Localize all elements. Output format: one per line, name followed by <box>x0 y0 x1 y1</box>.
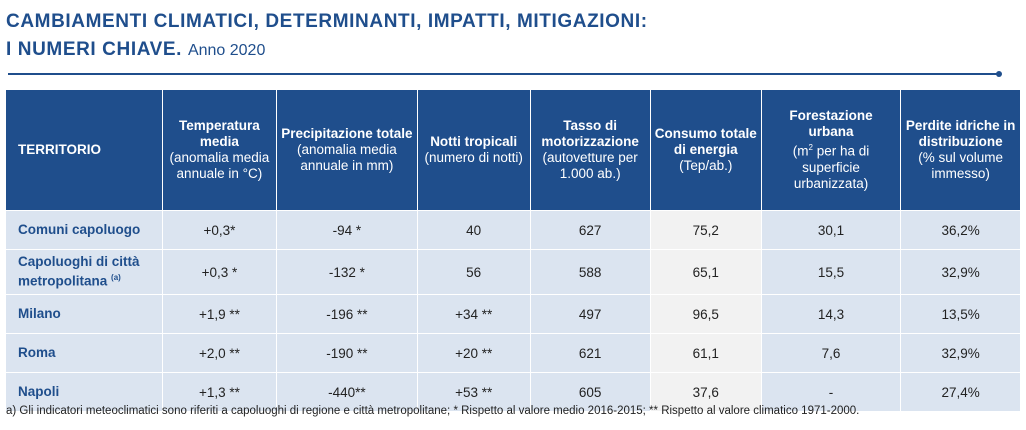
header-consumo-unit: (Tep/ab.) <box>679 158 733 173</box>
territorio-note: (a) <box>111 273 121 283</box>
header-temperatura-title: Temperatura media <box>179 118 260 149</box>
header-forestazione-unit-pre: (m <box>792 143 809 159</box>
value-cell: 621 <box>530 333 651 373</box>
table-row: Napoli +1,3 ** -440** +53 ** 605 37,6-27,4% <box>6 372 1020 411</box>
value-cell: 605 <box>530 372 651 411</box>
value-cell: 14,3 <box>761 294 902 334</box>
value-cell: +0,3 * <box>162 249 277 295</box>
header-motorizzazione: Tasso di motorizzazione (autovetture per… <box>530 90 651 211</box>
title-main: I NUMERI CHIAVE. <box>6 39 183 60</box>
header-precipitazione-title: Precipitazione totale <box>281 126 413 141</box>
value-cell: 627 <box>530 210 651 250</box>
header-notti-title: Notti tropicali <box>430 134 518 149</box>
header-precipitazione-unit: (anomalia media annuale in mm) <box>296 142 397 173</box>
value-cell: 32,9% <box>900 333 1020 373</box>
value-cell: -440** <box>276 372 418 411</box>
title-divider <box>8 71 1002 77</box>
value-cell: 30,1 <box>761 210 902 250</box>
value-cell: 61,1 <box>650 333 762 373</box>
header-notti-unit: (numero di notti) <box>424 150 523 165</box>
header-perdite-unit: (% sul volume immesso) <box>918 150 1004 181</box>
value-cell: 75,2 <box>650 210 762 250</box>
table-row: Capoluoghi di città metropolitana (a) +0,… <box>6 249 1020 295</box>
territorio-cell: Comuni capoluogo <box>6 210 163 250</box>
header-motorizzazione-title: Tasso di motorizzazione <box>541 118 639 149</box>
value-cell: -196 ** <box>276 294 418 334</box>
header-territorio-label: TERRITORIO <box>18 142 102 157</box>
value-cell: -94 * <box>276 210 418 250</box>
value-cell: +20 ** <box>417 333 531 373</box>
table-row: Roma +2,0 ** -190 ** +20 ** 621 61,1 7,6 32,9% <box>6 333 1020 373</box>
table-row: Comuni capoluogo +0,3* -94 * 40 627 75,2 30,1 3… <box>6 210 1020 250</box>
value-cell: 7,6 <box>761 333 902 373</box>
value-cell: 37,6 <box>650 372 762 411</box>
title-line-2: I NUMERI CHIAVE. Anno 2020 <box>6 36 1016 65</box>
value-cell: +1,3 ** <box>162 372 277 411</box>
header-notti-tropicali: Notti tropicali (numero di notti) <box>417 90 531 211</box>
value-cell: +2,0 ** <box>162 333 277 373</box>
territorio-cell: Milano <box>6 294 163 334</box>
footnote: a) Gli indicatori meteoclimatici sono ri… <box>6 405 860 417</box>
header-forestazione: Forestazione urbana (m2 per ha di superf… <box>761 90 902 211</box>
header-perdite-title: Perdite idriche in distribuzione <box>905 118 1016 149</box>
table-body: Comuni capoluogo +0,3* -94 * 40 627 75,2 30,1 3… <box>6 210 1020 411</box>
value-cell: 27,4% <box>900 372 1020 411</box>
header-temperatura: Temperatura media (anomalia media annual… <box>162 90 277 211</box>
value-cell: 56 <box>417 249 531 295</box>
value-cell: -132 * <box>276 249 418 295</box>
header-consumo-title: Consumo totale di energia <box>654 126 757 157</box>
territorio-name: Roma <box>18 345 56 360</box>
territorio-name: Napoli <box>18 384 60 399</box>
value-cell: 96,5 <box>650 294 762 334</box>
value-cell: 497 <box>530 294 651 334</box>
territorio-cell: Roma <box>6 333 163 373</box>
territorio-name: Capoluoghi di città metropolitana <box>18 254 140 289</box>
value-cell: 13,5% <box>900 294 1020 334</box>
territorio-name: Milano <box>18 306 61 321</box>
value-cell: 15,5 <box>761 249 902 295</box>
value-cell: 40 <box>417 210 531 250</box>
value-cell: - <box>761 372 902 411</box>
header-territorio: TERRITORIO <box>6 90 163 211</box>
value-cell: +1,9 ** <box>162 294 277 334</box>
value-cell: -190 ** <box>276 333 418 373</box>
value-cell: +53 ** <box>417 372 531 411</box>
header-forestazione-unit-post: per ha di superficie urbanizzata) <box>793 143 870 191</box>
title-year: Anno 2020 <box>187 42 266 59</box>
key-figures-table: TERRITORIO Temperatura media (anomalia m… <box>6 90 1020 411</box>
header-forestazione-unit-sup: 2 <box>808 143 813 153</box>
header-motorizzazione-unit: (autovetture per 1.000 ab.) <box>542 150 638 181</box>
value-cell: 32,9% <box>900 249 1020 295</box>
value-cell: 65,1 <box>650 249 762 295</box>
header-forestazione-unit: (m2 per ha di superficie urbanizzata) <box>766 140 897 192</box>
header-forestazione-title: Forestazione urbana <box>789 108 873 140</box>
header-consumo-energia: Consumo totale di energia (Tep/ab.) <box>650 90 762 211</box>
table-row: Milano +1,9 ** -196 ** +34 ** 497 96,5 14,3 13,… <box>6 294 1020 334</box>
value-cell: +34 ** <box>417 294 531 334</box>
territorio-cell: Napoli <box>6 372 163 411</box>
territorio-name: Comuni capoluogo <box>18 222 141 237</box>
value-cell: +0,3* <box>162 210 277 250</box>
territorio-cell: Capoluoghi di città metropolitana (a) <box>6 249 163 295</box>
header-perdite-idriche: Perdite idriche in distribuzione (% sul … <box>900 90 1020 211</box>
header-precipitazione: Precipitazione totale (anomalia media an… <box>276 90 418 211</box>
title-block: CAMBIAMENTI CLIMATICI, DETERMINANTI, IMP… <box>6 8 1016 65</box>
value-cell: 588 <box>530 249 651 295</box>
value-cell: 36,2% <box>900 210 1020 250</box>
header-row: TERRITORIO Temperatura media (anomalia m… <box>6 90 1020 211</box>
header-temperatura-unit: (anomalia media annuale in °C) <box>169 150 270 181</box>
title-line-1: CAMBIAMENTI CLIMATICI, DETERMINANTI, IMP… <box>6 11 648 32</box>
